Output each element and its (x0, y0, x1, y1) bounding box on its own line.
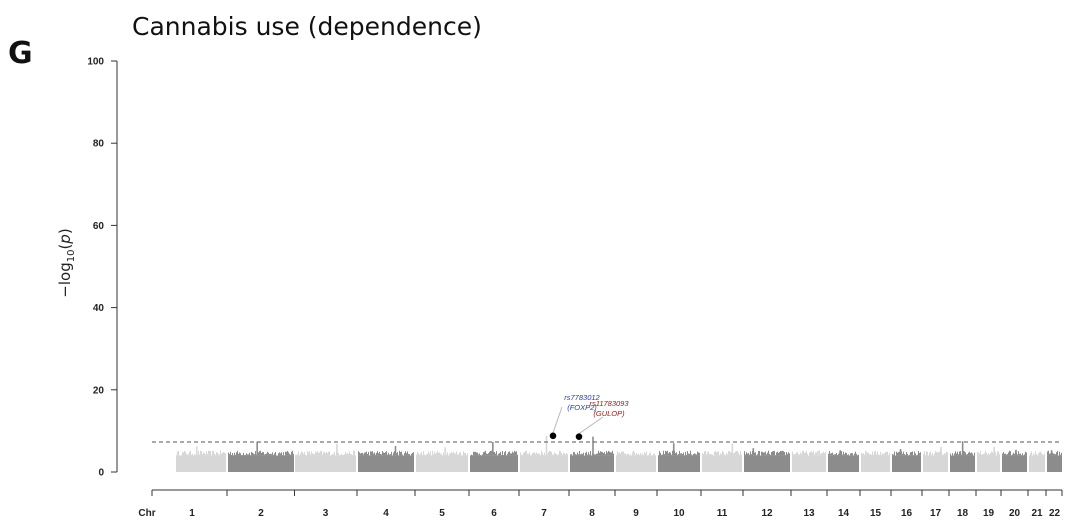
x-tick-label-chr-6: 6 (491, 508, 497, 519)
y-tick-label: 20 (93, 385, 105, 396)
y-tick-label: 60 (93, 221, 105, 232)
chart-title: Cannabis use (dependence) (132, 12, 482, 41)
y-tick-label: 0 (98, 468, 104, 479)
y-axis-title-subscript: 10 (66, 250, 77, 263)
chromosome-blocks (176, 435, 1062, 472)
chromosome-block-14 (828, 450, 859, 472)
snp-cloud (658, 455, 700, 472)
snp-cloud (1047, 455, 1062, 472)
lead-snp-point (575, 433, 583, 440)
chromosome-block-16 (892, 448, 921, 472)
chromosome-block-4 (358, 446, 414, 472)
lead-snp-rs11783093: rs11783093(GULOP) (575, 399, 629, 440)
x-tick-label-chr-10: 10 (673, 508, 685, 519)
x-tick-label-chr-21: 21 (1031, 508, 1043, 519)
chromosome-block-19 (977, 446, 1000, 472)
x-tick-label-chr-22: 22 (1049, 508, 1061, 519)
chromosome-block-2 (228, 441, 294, 472)
snp-cloud (744, 455, 790, 472)
x-axis: Chr 1 2 3 4 5 6 7 8 9 10 11 12 13 14 15 16 17 18 19 20 21 22 (138, 489, 1063, 519)
snp-cloud (616, 455, 656, 472)
lead-snp-point (549, 432, 557, 440)
lead-snp-gene: (FOXP2) (567, 403, 597, 412)
snp-cloud (828, 455, 859, 472)
x-tick-label-chr-8: 8 (589, 508, 595, 519)
snp-cloud (228, 455, 294, 472)
chromosome-block-11 (702, 443, 742, 472)
y-axis-title-variable: p (56, 234, 74, 245)
x-tick-label-chr-2: 2 (258, 508, 264, 519)
x-tick-label-chr-17: 17 (930, 508, 942, 519)
snp-cloud (295, 455, 356, 472)
y-axis: 0 20 40 60 80 100 (87, 57, 118, 479)
x-tick-label-chr-12: 12 (761, 508, 773, 519)
chromosome-block-15 (861, 450, 890, 472)
lead-snp-rsid: rs11783093 (589, 399, 629, 408)
x-tick-label-chr-16: 16 (901, 508, 913, 519)
snp-cloud (470, 455, 518, 472)
chromosome-block-5 (416, 447, 468, 472)
x-axis-title: Chr (138, 508, 155, 519)
chromosome-block-3 (295, 444, 356, 472)
chromosome-block-21 (1029, 451, 1045, 472)
chromosome-block-8 (570, 436, 614, 472)
x-tick-label-chr-11: 11 (717, 508, 728, 519)
x-tick-label-chr-7: 7 (541, 508, 547, 519)
y-axis-title: −log10(p) (56, 228, 77, 297)
x-tick-label-chr-9: 9 (633, 508, 639, 519)
lead-snp-rs7783012: rs7783012(FOXP2) (549, 393, 601, 440)
snp-cloud (792, 455, 826, 472)
snp-cloud (416, 455, 468, 472)
snp-cloud (892, 455, 921, 472)
lead-snp-rsid: rs7783012 (564, 393, 600, 402)
snp-cloud (570, 455, 614, 472)
x-tick-label-chr-4: 4 (383, 508, 389, 519)
y-axis-title-open-paren: ( (56, 244, 74, 250)
chromosome-block-10 (658, 443, 700, 472)
x-tick-label-chr-19: 19 (983, 508, 995, 519)
chromosome-block-13 (792, 450, 826, 472)
chromosome-block-1 (176, 446, 226, 472)
chromosome-block-22 (1047, 450, 1062, 472)
panel-letter: G (8, 36, 33, 71)
lead-snp-annotations: rs7783012(FOXP2)rs11783093(GULOP) (549, 393, 629, 440)
y-axis-title-close-paren: ) (56, 228, 74, 234)
chromosome-block-20 (1002, 449, 1027, 472)
snp-cloud (950, 455, 975, 472)
chromosome-block-12 (744, 448, 790, 472)
snp-cloud (176, 455, 226, 472)
y-axis-title-prefix: −log (56, 262, 74, 297)
x-tick-label-chr-20: 20 (1009, 508, 1021, 519)
snp-cloud (923, 455, 948, 472)
chromosome-block-18 (950, 441, 975, 472)
snp-cloud (977, 455, 1000, 472)
chromosome-block-17 (923, 446, 948, 472)
snp-cloud (1029, 455, 1045, 472)
y-tick-label: 40 (93, 303, 105, 314)
x-tick-label-chr-3: 3 (323, 508, 329, 519)
snp-cloud (358, 455, 414, 472)
chromosome-block-9 (616, 450, 656, 472)
chromosome-block-7 (520, 435, 568, 472)
chromosome-block-6 (470, 441, 518, 472)
snp-cloud (702, 455, 742, 472)
x-tick-label-chr-15: 15 (870, 508, 882, 519)
x-tick-label-chr-5: 5 (439, 508, 445, 519)
x-tick-label-chr-18: 18 (957, 508, 969, 519)
annotation-arrow (578, 416, 604, 435)
x-tick-label-chr-1: 1 (189, 508, 195, 519)
lead-snp-gene: (GULOP) (593, 409, 625, 418)
y-tick-label: 100 (87, 57, 104, 68)
snp-cloud (861, 455, 890, 472)
annotation-arrow (552, 406, 563, 433)
x-tick-label-chr-14: 14 (838, 508, 850, 519)
snp-cloud (520, 455, 568, 472)
y-tick-label: 80 (93, 139, 105, 150)
snp-cloud (1002, 455, 1027, 472)
x-tick-label-chr-13: 13 (803, 508, 815, 519)
